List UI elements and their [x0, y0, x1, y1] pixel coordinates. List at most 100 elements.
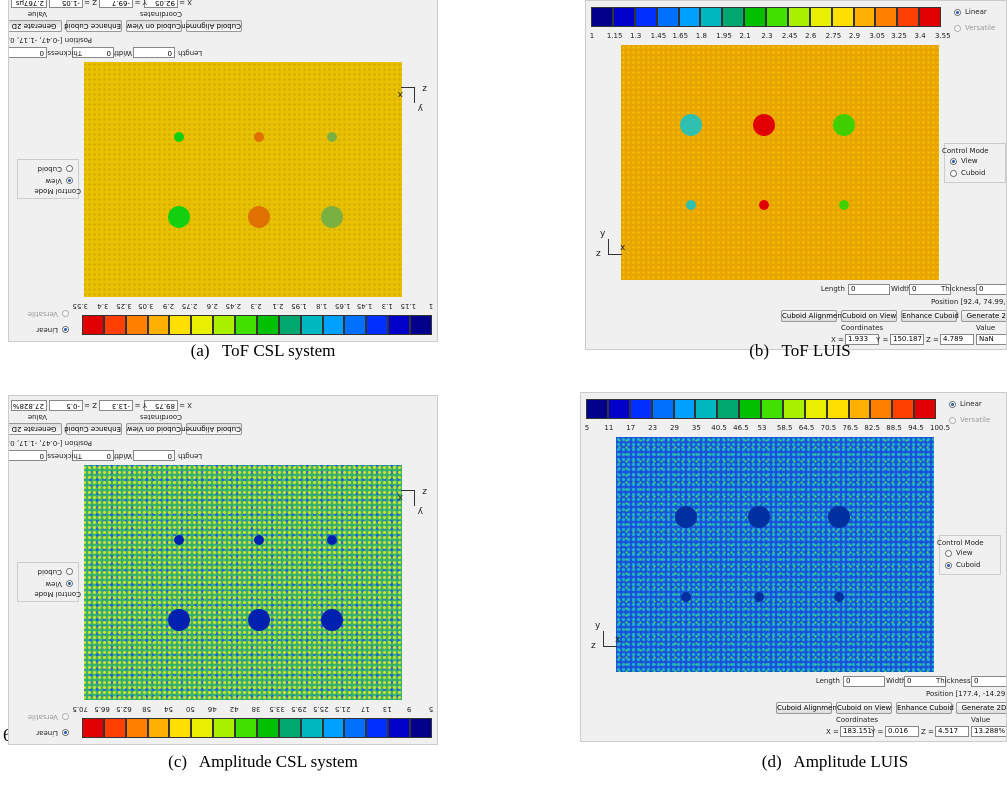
group-title: Control Mode — [34, 589, 81, 598]
y-coord-input[interactable]: 0.016 — [885, 726, 919, 737]
value-output[interactable]: 13.288% — [971, 726, 1007, 737]
button[interactable]: Enhance Cuboid — [896, 702, 952, 714]
radio-button[interactable] — [62, 326, 69, 333]
thickness-input[interactable]: 0 — [8, 47, 47, 58]
hole — [248, 609, 270, 631]
thickness-input[interactable]: 0 — [976, 284, 1007, 295]
length-label: Length — [816, 285, 845, 294]
colorbar-cell — [613, 7, 635, 27]
radio-button[interactable] — [954, 9, 961, 16]
radio-button[interactable] — [949, 401, 956, 408]
value-output[interactable]: 2.767µs — [11, 0, 47, 8]
x-coord-input[interactable]: 89.75 — [144, 400, 178, 411]
radio-button[interactable] — [954, 25, 961, 32]
button[interactable]: Generate 2D — [961, 310, 1007, 322]
colorbar-label: 23 — [646, 424, 660, 433]
colorbar-label: 82.5 — [864, 424, 878, 433]
radio-button[interactable] — [66, 580, 73, 587]
hole — [321, 609, 343, 631]
x-coord-input[interactable]: 92.05 — [144, 0, 178, 8]
button[interactable]: Cuboid on View — [126, 20, 182, 32]
colorbar-cell — [301, 718, 323, 738]
radio-label: Linear — [965, 8, 987, 17]
y-coord-label: Y = — [135, 0, 147, 6]
x-coord-label: X = — [826, 728, 839, 737]
button[interactable]: Enhance Cuboid — [66, 20, 122, 32]
colorbar-label: 2.6 — [205, 301, 219, 310]
length-input[interactable]: 0 — [133, 450, 175, 461]
length-input[interactable]: 0 — [133, 47, 175, 58]
y-coord-input[interactable]: -69.7 — [99, 0, 133, 8]
point-cloud-view — [616, 437, 934, 672]
z-coord-label: Z = — [84, 400, 97, 409]
x-coord-input[interactable]: 183.151 — [840, 726, 874, 737]
button[interactable]: Cuboid on View — [836, 702, 892, 714]
radio-button[interactable] — [945, 562, 952, 569]
radio-button[interactable] — [62, 729, 69, 736]
colorbar-cell — [235, 718, 257, 738]
colorbar-label: 9 — [402, 704, 416, 713]
value-output[interactable]: NaN — [976, 334, 1007, 345]
radio-button[interactable] — [66, 177, 73, 184]
length-input[interactable]: 0 — [843, 676, 885, 687]
z-coord-input[interactable]: -1.05 — [49, 0, 83, 8]
figure-caption: (a) ToF CSL system — [98, 341, 428, 361]
colorbar-cell — [366, 718, 388, 738]
axis-label: y — [418, 103, 423, 112]
colorbar-label: 3.25 — [891, 32, 905, 41]
colorbar-cell — [279, 315, 301, 335]
colorbar-cell — [170, 718, 192, 738]
colorbar-cell — [323, 718, 345, 738]
button[interactable]: Cuboid on View — [126, 423, 182, 435]
colorbar-label: 3.05 — [869, 32, 883, 41]
radio-button[interactable] — [949, 417, 956, 424]
colorbar-cell — [717, 399, 739, 419]
radio-button[interactable] — [945, 550, 952, 557]
button[interactable]: Generate 2D — [956, 702, 1007, 714]
colorbar-cell — [366, 315, 388, 335]
y-coord-label: Y = — [135, 400, 147, 409]
radio-button[interactable] — [950, 158, 957, 165]
thickness-input[interactable]: 0 — [971, 676, 1007, 687]
button[interactable]: Cuboid Alignment — [781, 310, 837, 322]
radio-button[interactable] — [950, 170, 957, 177]
colorbar-label: 2.1 — [738, 32, 752, 41]
button[interactable]: Enhance Cuboid — [66, 423, 122, 435]
colorbar-cell — [783, 399, 805, 419]
colorbar-label: 1.65 — [673, 32, 687, 41]
button[interactable]: Enhance Cuboid — [901, 310, 957, 322]
radio-button[interactable] — [66, 165, 73, 172]
x-coord-label: X = — [179, 400, 192, 409]
radio-button[interactable] — [62, 713, 69, 720]
y-coord-input[interactable]: -13.3 — [99, 400, 133, 411]
radio-button[interactable] — [66, 568, 73, 575]
colorbar-cell — [279, 718, 301, 738]
radio-button[interactable] — [62, 310, 69, 317]
button[interactable]: Generate 2D — [8, 423, 62, 435]
button[interactable]: Generate 2D — [8, 20, 62, 32]
colorbar-label: 46.5 — [733, 424, 747, 433]
colorbar-label: 3.4 — [96, 301, 110, 310]
z-coord-input[interactable]: -0.5 — [49, 400, 83, 411]
button[interactable]: Cuboid Alignment — [186, 20, 242, 32]
thickness-label: Thickness — [50, 48, 82, 57]
hole — [681, 592, 691, 602]
button[interactable]: Cuboid on View — [841, 310, 897, 322]
value-output[interactable]: 27.828% — [11, 400, 47, 411]
z-coord-input[interactable]: 4.517 — [935, 726, 969, 737]
colorbar-label: 17 — [358, 704, 372, 713]
colorbar-cell — [892, 399, 914, 419]
axis-line — [608, 239, 609, 255]
colorbar-label: 1.95 — [293, 301, 307, 310]
width-label: Width — [117, 48, 132, 57]
colorbar-label: 100.5 — [930, 424, 944, 433]
colorbar-label: 64.5 — [799, 424, 813, 433]
button[interactable]: Cuboid Alignment — [186, 423, 242, 435]
colorbar-label: 3.4 — [913, 32, 927, 41]
hole — [321, 206, 343, 228]
length-input[interactable]: 0 — [848, 284, 890, 295]
thickness-input[interactable]: 0 — [8, 450, 47, 461]
value-label: Value — [971, 716, 990, 725]
colorbar-cell — [235, 315, 257, 335]
button[interactable]: Cuboid Alignment — [776, 702, 832, 714]
